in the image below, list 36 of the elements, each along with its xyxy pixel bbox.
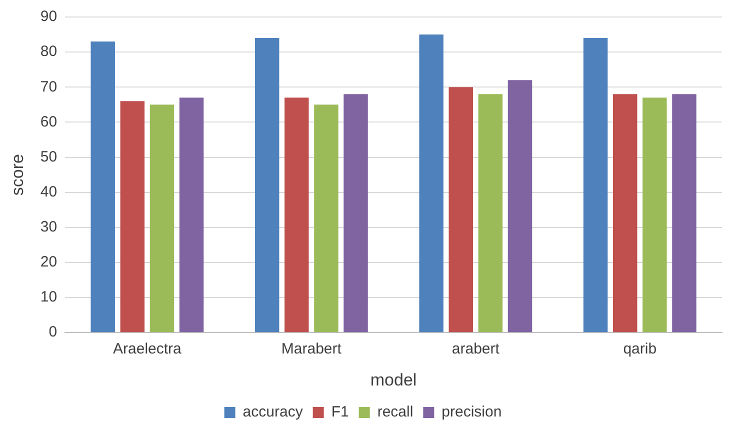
y-tick-label: 0 xyxy=(48,324,58,341)
x-axis-title: model xyxy=(370,370,417,390)
legend-label: recall xyxy=(377,404,414,421)
y-tick-label: 50 xyxy=(40,148,58,166)
bar xyxy=(583,38,608,332)
y-tick-label: 20 xyxy=(40,254,58,271)
bar xyxy=(344,94,368,332)
y-tick-label: 40 xyxy=(40,183,58,200)
bar xyxy=(314,104,338,332)
y-tick-label: 10 xyxy=(40,288,58,306)
x-tick-label: qarib xyxy=(623,340,657,358)
bar xyxy=(508,80,532,332)
y-tick-label: 60 xyxy=(40,113,58,130)
bar xyxy=(672,94,696,332)
x-tick-label: arabert xyxy=(452,340,500,358)
bar xyxy=(254,38,280,332)
y-axis-title: score xyxy=(8,154,27,196)
bar xyxy=(419,34,444,332)
y-tick-label: 80 xyxy=(40,43,58,60)
bar xyxy=(150,104,174,332)
legend-label: accuracy xyxy=(242,404,304,421)
x-tick-label: Araelectra xyxy=(113,340,182,358)
bar xyxy=(90,42,115,332)
bar xyxy=(284,98,309,332)
y-tick-label: 30 xyxy=(40,218,58,236)
y-tick-label: 70 xyxy=(40,78,58,96)
bar xyxy=(448,87,473,332)
x-tick-label: Marabert xyxy=(281,340,342,358)
bar xyxy=(642,98,667,332)
legend-label: F1 xyxy=(331,404,349,421)
bar xyxy=(478,94,503,332)
bar xyxy=(179,98,204,332)
bar xyxy=(120,101,145,332)
legend-label: precision xyxy=(442,404,502,421)
y-tick-label: 90 xyxy=(40,8,58,26)
bar xyxy=(612,94,638,332)
